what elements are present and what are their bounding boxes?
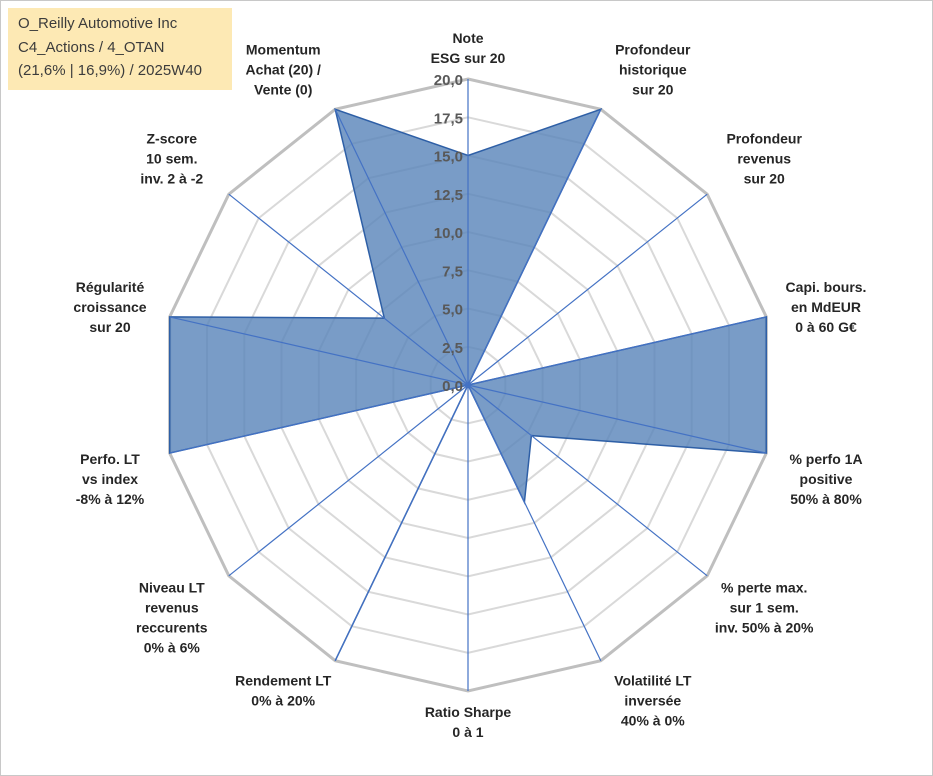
data-point-5 bbox=[765, 452, 767, 454]
performance-week: (21,6% | 16,9%) / 2025W40 bbox=[18, 62, 202, 79]
axis-spoke-12 bbox=[169, 316, 469, 386]
tick-label: 17,5 bbox=[434, 110, 463, 127]
tick-label: 2,5 bbox=[442, 340, 463, 357]
axis-label-line: inversée bbox=[624, 692, 681, 708]
axis-label-line: vs index bbox=[82, 471, 138, 487]
axis-label-line: reccurents bbox=[136, 620, 208, 636]
tick-label: 20,0 bbox=[434, 72, 463, 89]
axis-label-2: Profondeur historique sur 20 bbox=[615, 42, 691, 98]
axis-label-line: Niveau LT bbox=[139, 580, 205, 596]
axis-label-5: % perfo 1A positive 50% à 80% bbox=[789, 451, 862, 507]
axis-label-13: Z-score 10 sem. inv. 2 à -2 bbox=[140, 131, 203, 187]
data-point-2 bbox=[600, 108, 602, 110]
axis-label-7: Volatilité LT inversée 40% à 0% bbox=[614, 672, 692, 728]
axis-label-1: Note ESG sur 20 bbox=[431, 30, 506, 66]
axis-label-line: Capi. bours. bbox=[786, 279, 867, 295]
axis-label-14: Momentum Achat (20) / Vente (0) bbox=[245, 42, 321, 98]
axis-label-line: historique bbox=[619, 62, 687, 78]
axis-spoke-2 bbox=[467, 109, 602, 386]
data-point-7 bbox=[523, 501, 525, 503]
axis-label-line: 0 à 60 G€ bbox=[795, 319, 857, 335]
tick-label: 10,0 bbox=[434, 225, 463, 242]
axis-label-line: 0 à 1 bbox=[452, 724, 483, 740]
axis-label-line: sur 20 bbox=[632, 82, 673, 98]
axis-label-line: 0% à 6% bbox=[144, 640, 201, 656]
axis-label-line: sur 1 sem. bbox=[730, 600, 799, 616]
axis-label-10: Niveau LT revenus reccurents 0% à 6% bbox=[136, 580, 208, 656]
axis-label-line: ESG sur 20 bbox=[431, 50, 506, 66]
axis-label-line: Perfo. LT bbox=[80, 451, 140, 467]
axis-label-line: Régularité bbox=[76, 279, 145, 295]
data-point-14 bbox=[334, 108, 336, 110]
data-point-10 bbox=[467, 384, 469, 386]
axis-label-line: inv. 50% à 20% bbox=[715, 620, 814, 636]
axis-label-12: Régularité croissance sur 20 bbox=[73, 279, 146, 335]
axis-label-9: Rendement LT 0% à 20% bbox=[235, 672, 332, 708]
axis-label-line: -8% à 12% bbox=[76, 491, 145, 507]
axis-label-line: croissance bbox=[73, 299, 146, 315]
axis-label-11: Perfo. LT vs index -8% à 12% bbox=[76, 451, 145, 507]
tick-label: 12,5 bbox=[434, 187, 463, 204]
tick-label: 0,0 bbox=[442, 378, 463, 395]
tick-label: 15,0 bbox=[434, 149, 463, 166]
axis-label-line: Note bbox=[452, 30, 483, 46]
axis-spoke-14 bbox=[334, 109, 469, 386]
company-name: O_Reilly Automotive Inc bbox=[18, 15, 178, 32]
axis-label-line: Achat (20) / bbox=[245, 62, 321, 78]
info-box: O_Reilly Automotive Inc C4_Actions / 4_O… bbox=[8, 8, 232, 90]
axis-label-line: 40% à 0% bbox=[621, 712, 685, 728]
axis-label-line: Profondeur bbox=[615, 42, 691, 58]
axis-label-line: sur 20 bbox=[744, 171, 785, 187]
data-point-11 bbox=[169, 452, 171, 454]
tick-label: 5,0 bbox=[442, 302, 463, 319]
axis-spoke-4 bbox=[467, 316, 767, 386]
tick-label: 7,5 bbox=[442, 263, 463, 280]
axis-label-line: inv. 2 à -2 bbox=[140, 171, 203, 187]
axis-label-line: Profondeur bbox=[726, 131, 802, 147]
axis-label-line: 0% à 20% bbox=[251, 692, 315, 708]
axis-spoke-13 bbox=[228, 193, 469, 386]
axis-spoke-11 bbox=[169, 384, 469, 454]
data-point-1 bbox=[467, 155, 469, 157]
data-point-9 bbox=[334, 660, 336, 662]
axis-label-line: Volatilité LT bbox=[614, 672, 692, 688]
data-point-13 bbox=[383, 317, 385, 319]
axis-label-line: Vente (0) bbox=[254, 82, 312, 98]
axis-spoke-10 bbox=[228, 384, 469, 577]
axis-label-6: % perte max. sur 1 sem. inv. 50% à 20% bbox=[715, 580, 814, 636]
axis-label-line: revenus bbox=[737, 151, 791, 167]
axis-label-line: % perfo 1A bbox=[789, 451, 862, 467]
axis-label-8: Ratio Sharpe 0 à 1 bbox=[425, 704, 512, 740]
axis-spoke-5 bbox=[467, 384, 767, 454]
axis-label-line: en MdEUR bbox=[791, 299, 861, 315]
axis-spoke-6 bbox=[467, 384, 708, 577]
axis-spoke-3 bbox=[467, 193, 708, 386]
axis-label-line: Z-score bbox=[147, 131, 198, 147]
axis-label-line: % perte max. bbox=[721, 580, 807, 596]
axis-label-line: 50% à 80% bbox=[790, 491, 862, 507]
data-point-12 bbox=[169, 316, 171, 318]
axis-label-line: Ratio Sharpe bbox=[425, 704, 512, 720]
axis-label-line: revenus bbox=[145, 600, 199, 616]
axis-label-line: Momentum bbox=[246, 42, 321, 58]
axis-spoke-7 bbox=[467, 384, 602, 661]
axis-label-line: Rendement LT bbox=[235, 672, 332, 688]
axis-label-4: Capi. bours. en MdEUR 0 à 60 G€ bbox=[786, 279, 867, 335]
data-point-6 bbox=[530, 435, 532, 437]
axis-label-line: positive bbox=[800, 471, 853, 487]
axis-spoke-9 bbox=[334, 384, 469, 661]
axis-label-3: Profondeur revenus sur 20 bbox=[726, 131, 802, 187]
axis-label-line: 10 sem. bbox=[146, 151, 197, 167]
data-point-4 bbox=[765, 316, 767, 318]
axis-label-line: sur 20 bbox=[89, 319, 130, 335]
portfolio-category: C4_Actions / 4_OTAN bbox=[18, 38, 165, 56]
